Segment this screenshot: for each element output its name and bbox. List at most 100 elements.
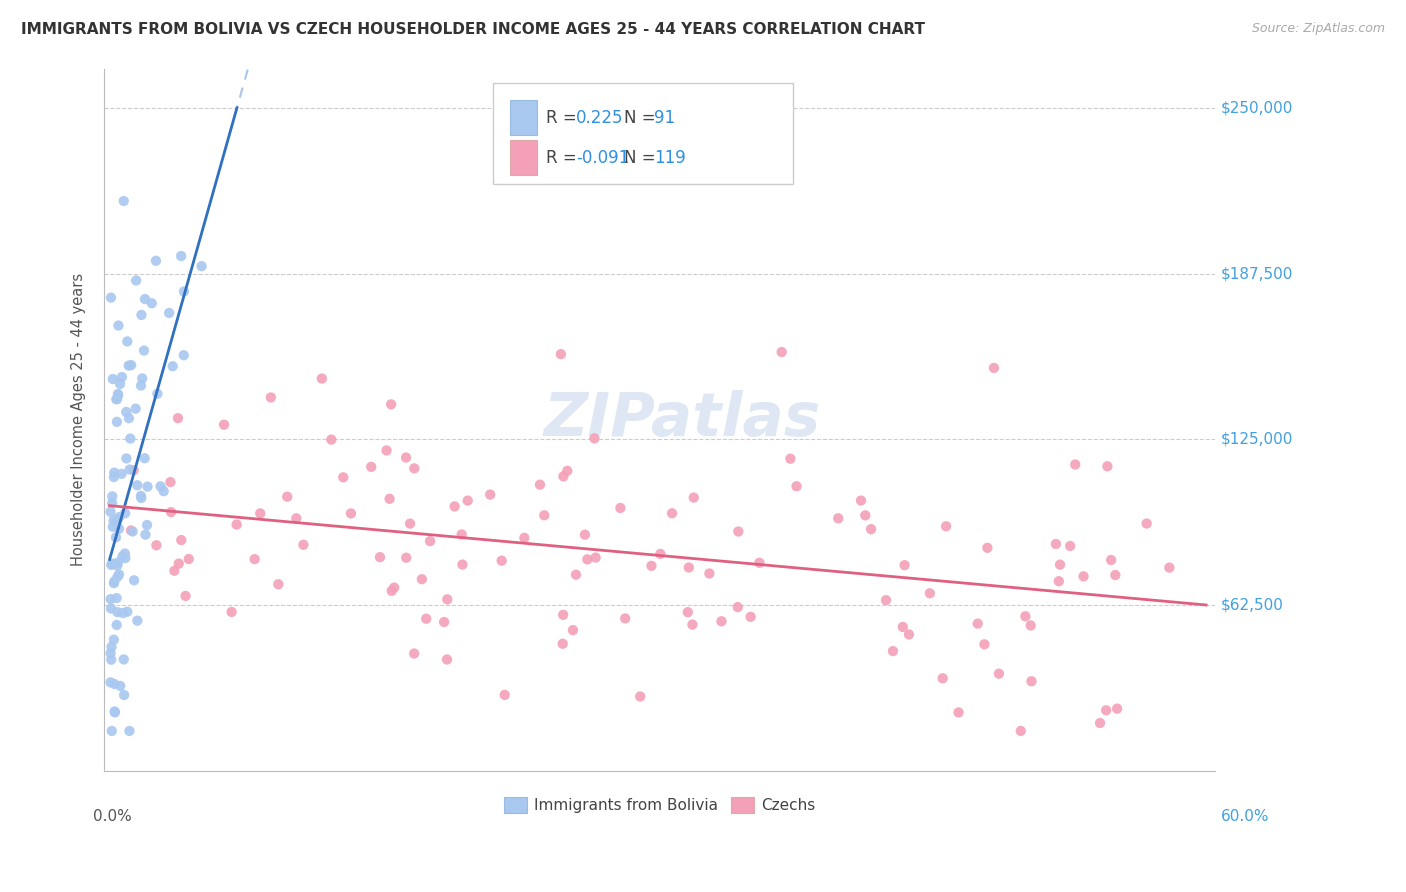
Point <box>533 508 555 523</box>
Point <box>585 550 607 565</box>
Point <box>101 723 124 738</box>
Point <box>124 401 146 416</box>
Point <box>553 469 575 483</box>
Point <box>375 443 398 458</box>
Point <box>125 273 148 287</box>
Point <box>103 576 125 591</box>
Bar <box>510 140 537 175</box>
Point <box>893 558 915 573</box>
Point <box>243 552 266 566</box>
Point <box>146 386 169 401</box>
Point <box>167 411 190 425</box>
Point <box>935 519 957 533</box>
Point <box>117 605 139 619</box>
Point <box>141 296 163 310</box>
Point <box>152 484 174 499</box>
Point <box>132 343 155 358</box>
Point <box>710 614 733 628</box>
Bar <box>510 100 537 136</box>
Point <box>103 677 125 691</box>
Point <box>108 510 131 524</box>
Point <box>131 371 153 385</box>
Point <box>1047 574 1070 589</box>
Text: 91: 91 <box>654 109 675 127</box>
Point <box>931 671 953 685</box>
Point <box>583 431 606 445</box>
Point <box>103 470 125 484</box>
Point <box>948 706 970 720</box>
Point <box>849 493 872 508</box>
Point <box>101 557 124 571</box>
Point <box>112 606 135 620</box>
Point <box>129 491 152 505</box>
Point <box>111 549 134 564</box>
Point <box>661 506 683 520</box>
Text: 60.0%: 60.0% <box>1220 809 1270 824</box>
Point <box>419 534 441 549</box>
Point <box>267 577 290 591</box>
Point <box>276 490 298 504</box>
Point <box>786 479 808 493</box>
Point <box>127 478 149 492</box>
Point <box>100 646 122 660</box>
Point <box>740 610 762 624</box>
Point <box>574 527 596 541</box>
Point <box>167 557 190 571</box>
Point <box>107 556 129 570</box>
Point <box>190 259 212 273</box>
Point <box>157 306 180 320</box>
Point <box>103 632 125 647</box>
Point <box>131 308 153 322</box>
Point <box>404 461 426 475</box>
Point <box>640 558 662 573</box>
Point <box>105 415 128 429</box>
Point <box>381 583 404 598</box>
Point <box>107 388 129 402</box>
Point <box>1021 674 1043 689</box>
Point <box>628 690 651 704</box>
Point <box>118 411 141 425</box>
Point <box>650 547 672 561</box>
Point <box>107 318 129 333</box>
Y-axis label: Householder Income Ages 25 - 44 years: Householder Income Ages 25 - 44 years <box>72 273 86 566</box>
Point <box>117 334 139 349</box>
Point <box>105 618 128 632</box>
Point <box>162 359 184 374</box>
Point <box>101 496 124 510</box>
Point <box>451 558 474 572</box>
Point <box>100 291 122 305</box>
Point <box>104 530 127 544</box>
Point <box>118 462 141 476</box>
Point <box>122 574 145 588</box>
Point <box>404 647 426 661</box>
Point <box>311 371 333 385</box>
Text: 0.225: 0.225 <box>576 109 624 127</box>
Point <box>321 433 343 447</box>
Point <box>108 567 131 582</box>
Text: IMMIGRANTS FROM BOLIVIA VS CZECH HOUSEHOLDER INCOME AGES 25 - 44 YEARS CORRELATI: IMMIGRANTS FROM BOLIVIA VS CZECH HOUSEHO… <box>21 22 925 37</box>
Text: $125,000: $125,000 <box>1220 432 1292 447</box>
Point <box>565 567 588 582</box>
Point <box>1136 516 1159 531</box>
Point <box>101 489 124 503</box>
Point <box>1045 537 1067 551</box>
Point <box>550 347 572 361</box>
Point <box>122 463 145 477</box>
Point <box>1107 701 1129 715</box>
Point <box>120 524 142 538</box>
Point <box>114 506 136 520</box>
Point <box>118 359 141 373</box>
Point <box>340 507 363 521</box>
Point <box>112 194 135 208</box>
Point <box>378 491 401 506</box>
Point <box>681 617 703 632</box>
Legend: Immigrants from Bolivia, Czechs: Immigrants from Bolivia, Czechs <box>498 791 821 819</box>
Point <box>105 392 128 406</box>
Point <box>1019 618 1042 632</box>
Point <box>678 560 700 574</box>
Point <box>114 551 136 566</box>
Text: $250,000: $250,000 <box>1220 101 1292 116</box>
Point <box>1014 609 1036 624</box>
Point <box>1059 539 1081 553</box>
Point <box>100 592 122 607</box>
